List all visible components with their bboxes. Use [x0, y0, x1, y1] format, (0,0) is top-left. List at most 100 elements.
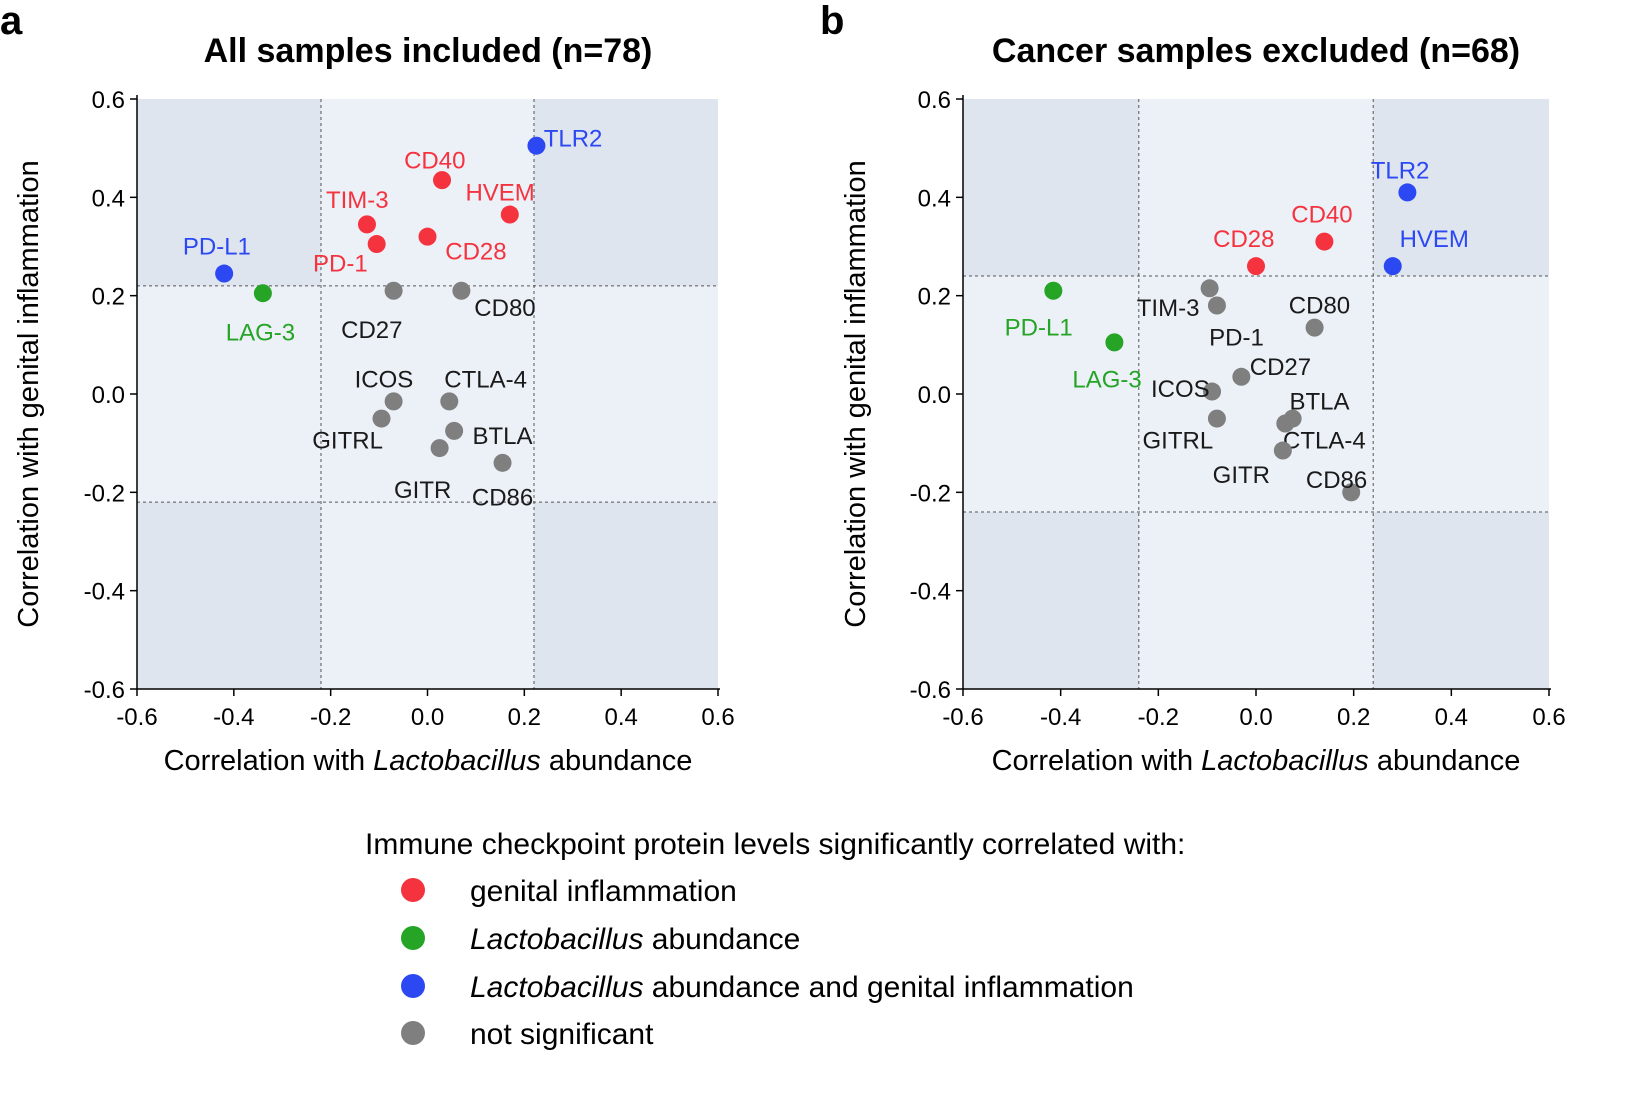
- y-tick-label: 0.0: [918, 382, 951, 409]
- data-point-lag-3: [253, 284, 272, 303]
- data-point-btla: [445, 421, 464, 440]
- legend-title: Immune checkpoint protein levels signifi…: [365, 828, 1185, 861]
- panel-b: b Cancer samples excluded (n=68) -0.6 -0.4 -…: [820, 0, 1566, 777]
- data-label-btla: BTLA: [473, 423, 533, 450]
- data-label-cd80: CD80: [1289, 293, 1350, 320]
- panel-title: Cancer samples excluded (n=68): [992, 32, 1520, 70]
- data-point-cd86: [1342, 483, 1361, 502]
- data-label-tim-3: TIM-3: [326, 187, 389, 214]
- shade-center: [1138, 276, 1374, 512]
- data-label-cd27: CD27: [1250, 354, 1311, 381]
- data-point-lag-3: [1105, 333, 1124, 352]
- data-point-pd-1: [1207, 296, 1226, 315]
- legend-item-label: Lactobacillus abundance: [470, 923, 800, 956]
- data-label-hvem: HVEM: [465, 179, 534, 206]
- data-label-btla: BTLA: [1289, 388, 1349, 415]
- y-tick-label: 0.2: [918, 284, 951, 311]
- data-label-tim-3: TIM-3: [1137, 295, 1200, 322]
- data-label-gitrl: GITRL: [1143, 428, 1214, 455]
- panel-title: All samples included (n=78): [204, 32, 653, 70]
- data-point-icos: [1203, 382, 1222, 401]
- data-label-cd28: CD28: [1213, 226, 1274, 253]
- data-point-pd-1: [367, 235, 386, 254]
- data-label-cd40: CD40: [1291, 202, 1352, 229]
- x-tick-label: 0.2: [1337, 704, 1370, 731]
- data-label-cd40: CD40: [404, 147, 465, 174]
- legend-item-label: not significant: [470, 1018, 654, 1051]
- y-tick-label: 0.2: [92, 284, 125, 311]
- y-tick-label: 0.6: [92, 87, 125, 114]
- data-point-tlr2: [1398, 183, 1417, 202]
- legend: Immune checkpoint protein levels signifi…: [365, 828, 1185, 1051]
- y-tick-label: 0.0: [92, 382, 125, 409]
- panel-a: a All samples included (n=78) -0.6 -0.4 -0.2…: [0, 0, 735, 777]
- x-tick-label: 0.4: [604, 704, 637, 731]
- data-point-gitrl: [1207, 409, 1226, 428]
- legend-item-part: Lactobacillus: [470, 971, 643, 1004]
- data-label-tlr2: TLR2: [1371, 157, 1430, 184]
- legend-marker-red: [401, 878, 425, 902]
- x-axis-label-italic: Lactobacillus: [1201, 745, 1369, 777]
- x-tick-label: 0.0: [411, 704, 444, 731]
- y-tick-label: -0.4: [84, 579, 125, 606]
- data-point-cd80: [1305, 318, 1324, 337]
- data-label-cd86: CD86: [472, 484, 533, 511]
- y-tick-label: -0.6: [910, 677, 951, 704]
- data-label-icos: ICOS: [355, 366, 414, 393]
- legend-item-part: Lactobacillus: [470, 923, 643, 956]
- x-tick-label: -0.4: [213, 704, 254, 731]
- x-tick-label: -0.2: [1138, 704, 1179, 731]
- data-point-ctla-4: [1276, 414, 1295, 433]
- data-point-tlr2: [527, 136, 546, 155]
- data-point-hvem: [500, 205, 519, 224]
- data-point-hvem: [1383, 257, 1402, 276]
- y-axis-label: Correlation with genital inflammation: [840, 160, 872, 627]
- x-axis-label-post: abundance: [1369, 745, 1521, 777]
- data-point-tim-3: [357, 215, 376, 234]
- data-label-cd80: CD80: [474, 295, 535, 322]
- legend-item-part: genital inflammation: [470, 875, 737, 908]
- x-tick-label: 0.2: [508, 704, 541, 731]
- data-point-cd27: [1232, 367, 1251, 386]
- data-label-gitr: GITR: [1213, 462, 1270, 489]
- legend-marker-gray: [401, 1021, 425, 1045]
- legend-item-part: abundance: [643, 923, 800, 956]
- x-axis-label: Correlation with Lactobacillus abundance: [164, 745, 693, 777]
- data-label-pd-1: PD-1: [1209, 324, 1264, 351]
- x-axis-label-pre: Correlation with: [992, 745, 1202, 777]
- legend-item-part: abundance and genital inflammation: [643, 971, 1133, 1004]
- data-point-pd-l1: [215, 264, 234, 283]
- data-label-cd28: CD28: [445, 238, 506, 265]
- data-label-ctla-4: CTLA-4: [1283, 428, 1366, 455]
- data-point-tim-3: [1200, 279, 1219, 298]
- data-point-ctla-4: [440, 392, 459, 411]
- legend-item-label: Lactobacillus abundance and genital infl…: [470, 971, 1134, 1004]
- x-tick-label: 0.0: [1239, 704, 1272, 731]
- data-point-cd28: [1247, 257, 1265, 276]
- legend-item-label: genital inflammation: [470, 875, 737, 908]
- x-axis-label-pre: Correlation with: [164, 745, 374, 777]
- x-tick-label: -0.4: [1040, 704, 1081, 731]
- y-tick-label: -0.2: [910, 480, 951, 507]
- data-label-tlr2: TLR2: [544, 125, 603, 152]
- data-point-icos: [384, 392, 403, 411]
- y-tick-label: -0.4: [910, 579, 951, 606]
- data-label-lag-3: LAG-3: [1072, 366, 1141, 393]
- y-tick-label: 0.4: [918, 185, 951, 212]
- x-axis-label: Correlation with Lactobacillus abundance: [992, 745, 1521, 777]
- data-point-pd-l1: [1044, 281, 1063, 300]
- x-tick-label: -0.6: [942, 704, 983, 731]
- x-tick-label: 0.6: [1532, 704, 1565, 731]
- data-point-gitr: [1273, 441, 1292, 460]
- legend-marker-green: [401, 926, 425, 950]
- x-axis-label-post: abundance: [541, 745, 693, 777]
- data-label-pd-l1: PD-L1: [1005, 315, 1073, 342]
- data-point-gitr: [430, 439, 449, 458]
- panel-letter: a: [0, 0, 23, 43]
- x-tick-label: -0.6: [116, 704, 157, 731]
- data-point-cd27: [384, 281, 403, 300]
- data-label-gitrl: GITRL: [312, 428, 383, 455]
- panel-letter: b: [820, 0, 844, 43]
- data-label-pd-1: PD-1: [313, 251, 368, 278]
